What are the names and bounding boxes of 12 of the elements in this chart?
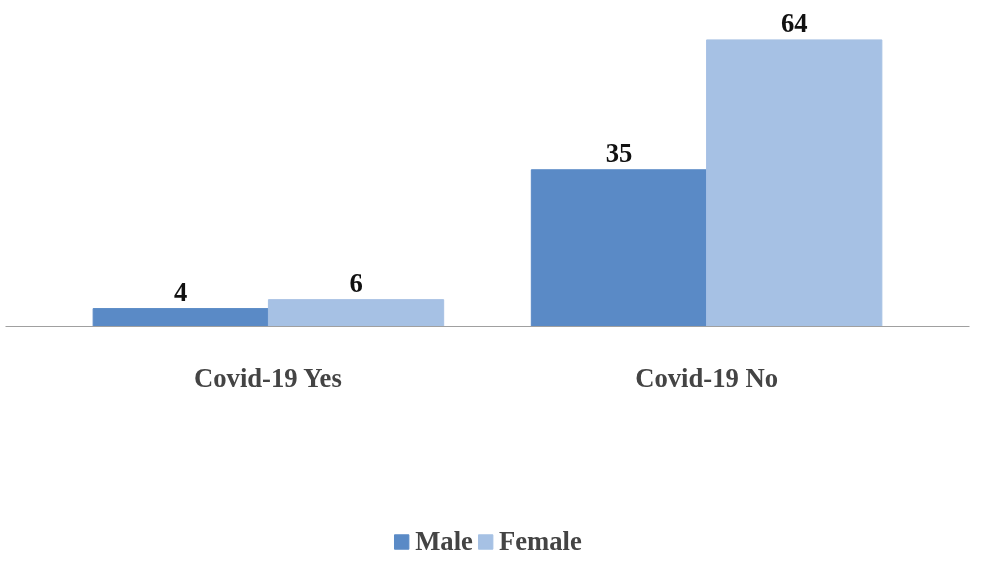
legend-label: Female <box>498 525 582 557</box>
bar <box>267 299 445 327</box>
bar <box>92 308 269 327</box>
legend-label: Male <box>415 525 473 557</box>
bar <box>706 39 883 327</box>
data-label: 64 <box>780 7 808 38</box>
x-tick-label: Covid-19 No <box>635 362 779 393</box>
x-tick-label: Covid-19 Yes <box>193 362 342 393</box>
data-label: 35 <box>605 137 633 168</box>
bar <box>530 169 708 327</box>
data-label: 4 <box>174 276 188 307</box>
data-label: 6 <box>349 267 363 298</box>
